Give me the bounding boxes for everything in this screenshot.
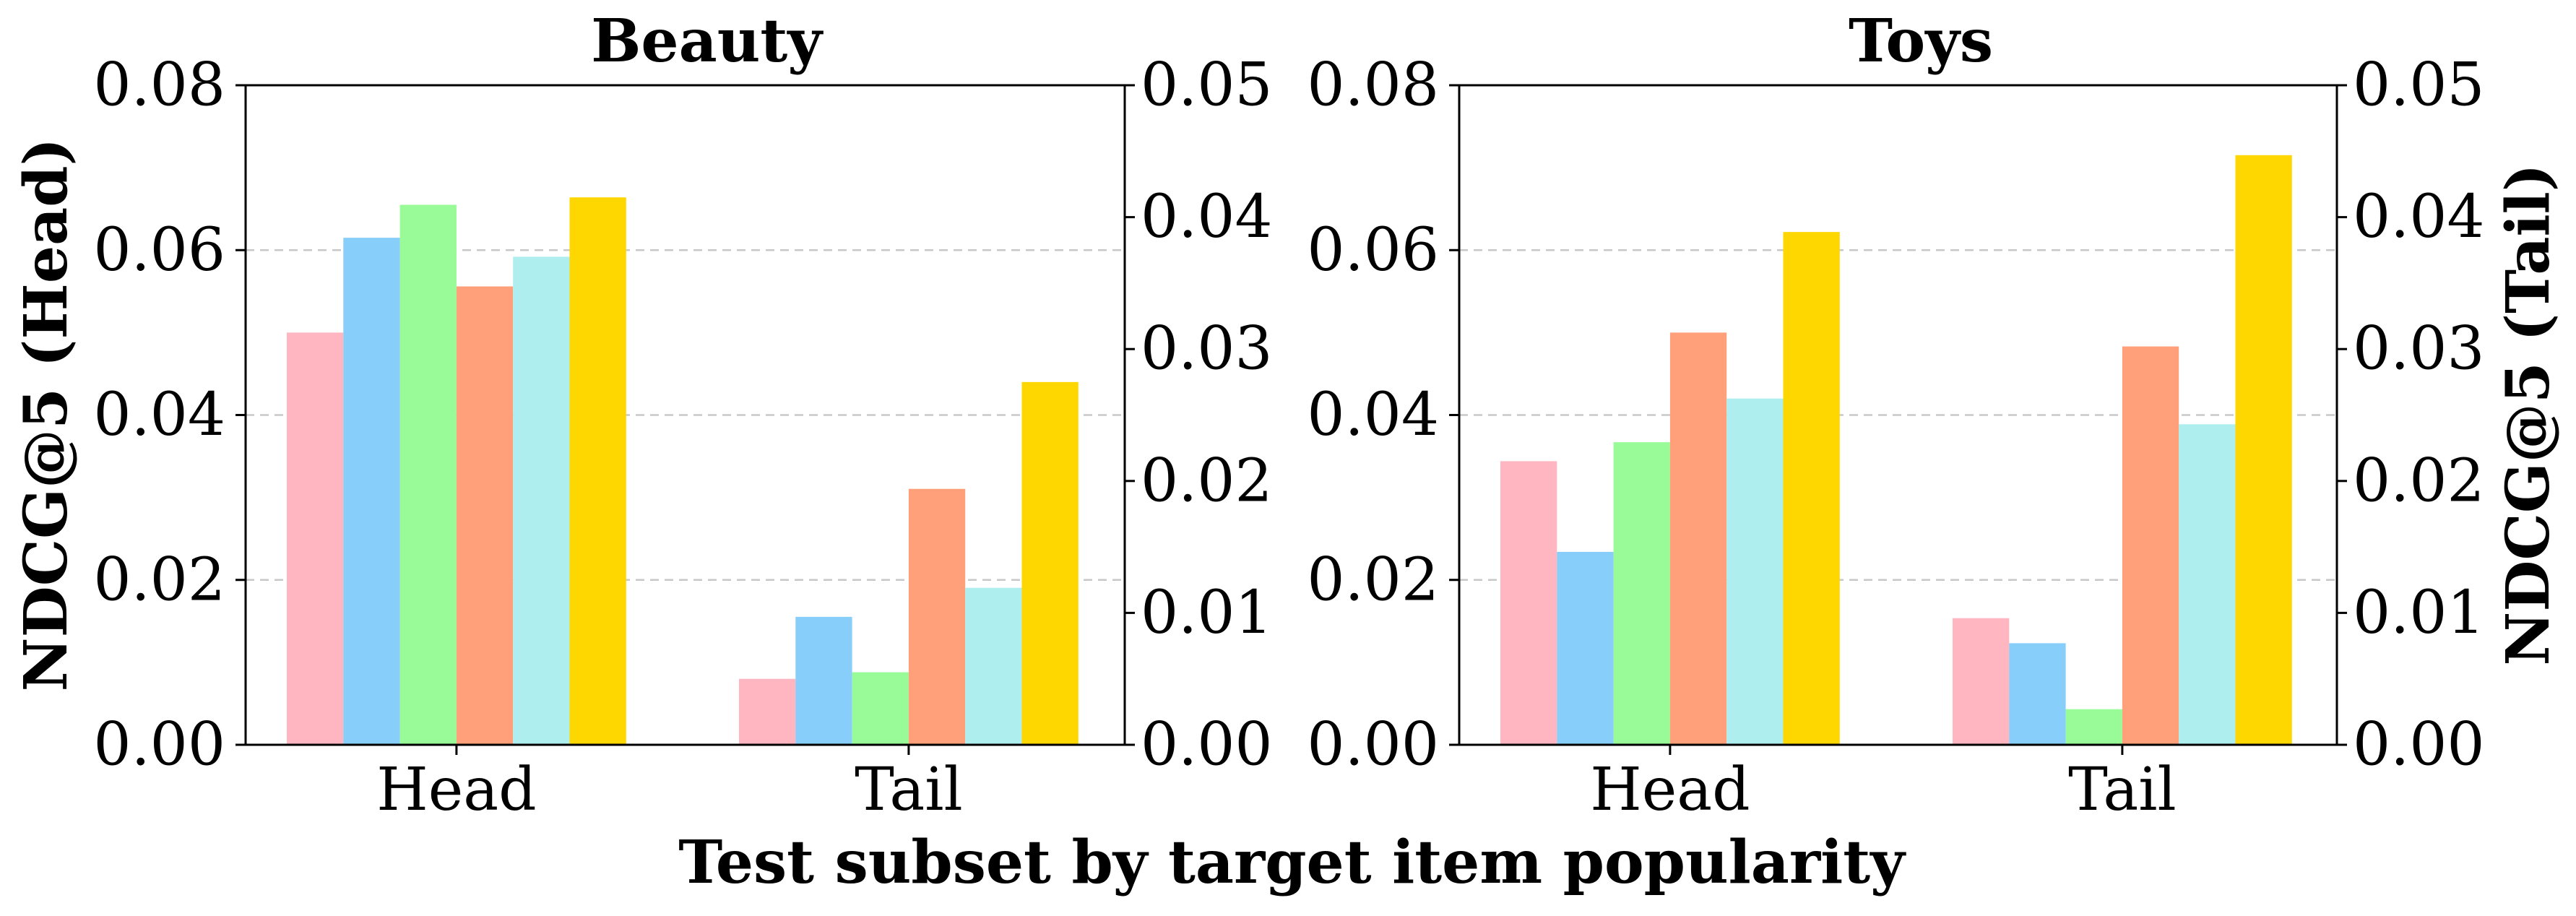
- right-tick-label: 0.00: [1141, 711, 1273, 779]
- panel-toys: Toys 0.000.020.040.060.08 0.000.010.020.…: [1307, 7, 2484, 824]
- left-tick-label: 0.00: [93, 711, 225, 779]
- panel-beauty: Beauty 0.00 0.02 0.04 0.06 0.08 0.00 0.01 0.02…: [93, 7, 1272, 824]
- bar-head-series-5: [513, 256, 570, 745]
- bar-tail-series-1: [1953, 618, 2010, 745]
- y-axis-label-left: NDCG@5 (Head): [12, 138, 81, 692]
- right-tick-label: 0.01: [1141, 579, 1273, 647]
- bars: [1500, 155, 2292, 746]
- bar-tail-series-6: [1021, 381, 1079, 745]
- left-tick-label: 0.08: [1307, 51, 1439, 120]
- x-tick-label: Head: [376, 756, 536, 824]
- bar-head-series-2: [1557, 551, 1614, 745]
- right-tick-label: 0.03: [2353, 315, 2485, 384]
- bar-head-series-1: [1500, 461, 1557, 745]
- right-tick-label: 0.05: [2353, 51, 2485, 120]
- right-tick-label: 0.02: [1141, 446, 1273, 515]
- bar-head-series-1: [287, 332, 344, 745]
- bar-head-series-5: [1726, 398, 1784, 745]
- left-tick-label: 0.06: [93, 216, 225, 285]
- x-axis-label: Test subset by target item popularity: [678, 828, 1906, 897]
- bar-tail-series-5: [2179, 424, 2236, 745]
- bar-tail-series-3: [852, 672, 909, 745]
- bar-head-series-3: [399, 204, 457, 745]
- right-tick-label: 0.00: [2353, 711, 2485, 779]
- left-tick-label: 0.04: [1307, 381, 1439, 449]
- left-tick-label: 0.08: [93, 51, 225, 120]
- x-tick-label: Tail: [2068, 756, 2177, 824]
- right-tick-label: 0.03: [1141, 315, 1273, 384]
- bar-tail-series-6: [2235, 155, 2292, 745]
- left-axis-ticks: 0.00 0.02 0.04 0.06 0.08: [93, 51, 246, 779]
- bar-tail-series-4: [908, 488, 966, 745]
- right-tick-label: 0.05: [1141, 51, 1273, 120]
- bar-tail-series-2: [795, 616, 852, 745]
- right-tick-label: 0.04: [1141, 183, 1273, 251]
- x-axis-ticks: Head Tail: [1590, 745, 2177, 824]
- bar-head-series-6: [1783, 232, 1840, 746]
- bar-tail-series-2: [2009, 643, 2066, 745]
- bar-tail-series-4: [2122, 346, 2179, 746]
- right-tick-label: 0.02: [2353, 446, 2485, 515]
- x-tick-label: Head: [1590, 756, 1750, 824]
- left-tick-label: 0.02: [93, 545, 225, 614]
- left-tick-label: 0.02: [1307, 545, 1439, 614]
- left-axis-ticks: 0.00 0.02 0.04 0.06 0.08: [1307, 51, 1459, 779]
- panel-title: Toys: [1849, 7, 1993, 76]
- y-axis-label-right: NDCG@5 (Tail): [2494, 163, 2563, 665]
- bar-head-series-3: [1613, 442, 1670, 745]
- bar-tail-series-1: [739, 678, 796, 745]
- x-tick-label: Tail: [855, 756, 963, 824]
- bar-tail-series-5: [965, 587, 1022, 745]
- x-axis-ticks: Head Tail: [376, 745, 963, 824]
- left-tick-label: 0.00: [1307, 711, 1439, 779]
- bar-head-series-4: [456, 286, 514, 746]
- bar-head-series-4: [1669, 332, 1727, 745]
- bar-head-series-6: [569, 197, 626, 746]
- panel-title: Beauty: [591, 7, 824, 76]
- left-tick-label: 0.06: [1307, 216, 1439, 285]
- bar-head-series-2: [343, 238, 400, 746]
- left-tick-label: 0.04: [93, 381, 225, 449]
- right-tick-label: 0.04: [2353, 183, 2485, 251]
- right-axis-ticks: 0.00 0.01 0.02 0.03 0.04 0.05: [2337, 51, 2485, 779]
- right-tick-label: 0.01: [2353, 579, 2485, 647]
- right-axis-ticks: 0.00 0.01 0.02 0.03 0.04 0.05: [1125, 51, 1273, 779]
- bars: [287, 197, 1079, 746]
- bar-tail-series-3: [2065, 709, 2122, 745]
